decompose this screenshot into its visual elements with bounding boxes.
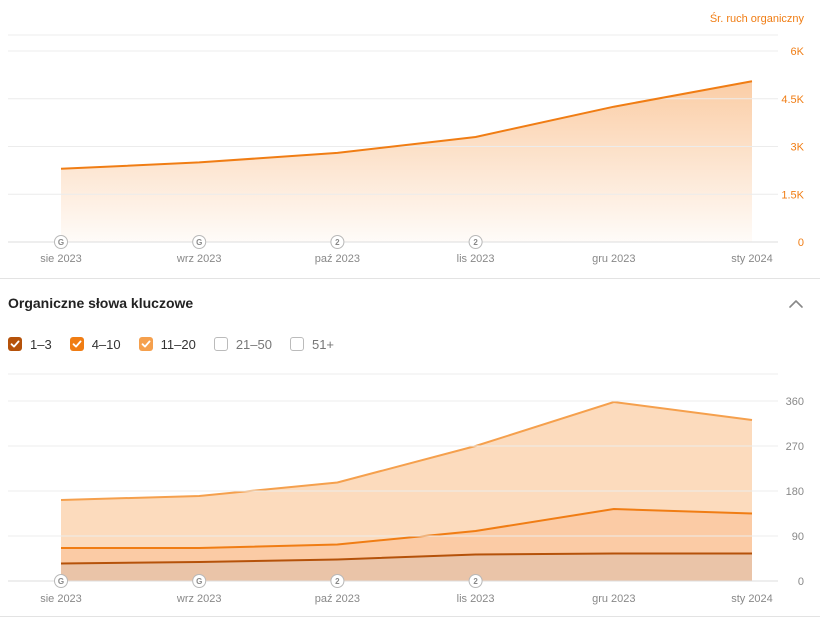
y-tick-label: 180 (786, 486, 804, 498)
section-divider (0, 278, 820, 279)
x-tick-label: gru 2023 (592, 253, 635, 265)
collapse-section-button[interactable] (784, 292, 808, 316)
legend-item-3[interactable]: 11–20 (138, 336, 196, 352)
annotation-marker[interactable]: 2 (468, 574, 483, 588)
series-line-1–3 (60, 552, 752, 565)
bottom-divider (0, 616, 820, 617)
legend-checkbox[interactable] (138, 337, 153, 351)
keywords-section-title: Organiczne słowa kluczowe (8, 295, 194, 311)
annotation-label: G (58, 238, 64, 247)
legend-item-4[interactable]: 21–50 (213, 336, 272, 352)
organic-keywords-chart: 0 90 180 270 360 sie 2023 wrz 2023 paź 2023 lis … (8, 373, 804, 605)
organic-traffic-chart: Śr. ruch organiczny 0 1.5K 3K 4.5K 6K sie 2023… (8, 12, 805, 265)
chevron-up-icon (789, 300, 803, 308)
series-line-11–20 (60, 400, 753, 501)
legend-label: 4–10 (91, 336, 121, 352)
annotation-label: G (196, 238, 202, 247)
legend-item-1[interactable]: 1–3 (8, 337, 52, 352)
x-tick-label: sty 2024 (731, 593, 773, 605)
x-tick-label: paź 2023 (315, 253, 360, 265)
annotation-marker[interactable]: G (192, 235, 207, 249)
y-tick-label: 6K (791, 46, 805, 58)
annotation-label: 2 (335, 577, 340, 586)
checkmark-icon (141, 340, 151, 348)
y-tick-label: 90 (792, 531, 804, 543)
legend-checkbox[interactable] (69, 337, 84, 351)
legend-label: 21–50 (235, 336, 272, 352)
x-tick-label: gru 2023 (592, 593, 635, 605)
legend-label: 11–20 (160, 336, 196, 352)
annotation-marker[interactable]: G (54, 574, 68, 588)
y-tick-label: 0 (798, 237, 804, 249)
traffic-axis-title: Śr. ruch organiczny (710, 12, 805, 25)
x-tick-label: sie 2023 (40, 593, 82, 605)
y-tick-label: 0 (798, 576, 804, 588)
checkmark-icon (10, 340, 20, 348)
x-tick-label: wrz 2023 (176, 593, 222, 605)
legend-item-2[interactable]: 4–10 (69, 336, 121, 352)
annotation-marker[interactable]: 2 (330, 235, 345, 249)
x-tick-label: sie 2023 (40, 253, 82, 265)
x-tick-label: wrz 2023 (176, 253, 222, 265)
traffic-area (61, 81, 752, 242)
annotation-label: 2 (473, 577, 478, 586)
annotation-marker[interactable]: 2 (330, 574, 345, 588)
y-tick-label: 270 (786, 441, 804, 453)
y-tick-label: 360 (786, 396, 804, 408)
y-tick-label: 1.5K (781, 189, 804, 201)
annotation-marker[interactable]: 2 (468, 235, 483, 249)
x-tick-label: sty 2024 (731, 253, 773, 265)
x-tick-label: lis 2023 (457, 253, 495, 265)
y-tick-label: 3K (791, 142, 805, 154)
y-tick-label: 4.5K (781, 94, 804, 106)
legend-item-5[interactable]: 51+ (289, 336, 335, 352)
series-area-1–3 (61, 553, 752, 581)
annotation-label: 2 (473, 238, 478, 247)
annotation-marker[interactable]: G (192, 574, 207, 588)
keywords-legend: 1–3 4–10 11–20 21–50 51+ (8, 334, 352, 354)
legend-checkbox[interactable] (213, 337, 228, 351)
checkmark-icon (72, 340, 82, 348)
legend-checkbox[interactable] (8, 337, 22, 351)
annotation-label: 2 (335, 238, 340, 247)
annotation-label: G (58, 577, 64, 586)
traffic-line (60, 80, 753, 170)
annotation-marker[interactable]: G (54, 235, 68, 249)
legend-label: 51+ (311, 336, 335, 352)
x-tick-label: paź 2023 (315, 593, 360, 605)
legend-checkbox[interactable] (289, 337, 304, 351)
legend-label: 1–3 (30, 336, 52, 352)
series-line-4–10 (61, 507, 753, 549)
annotation-label: G (196, 577, 202, 586)
x-tick-label: lis 2023 (457, 593, 495, 605)
